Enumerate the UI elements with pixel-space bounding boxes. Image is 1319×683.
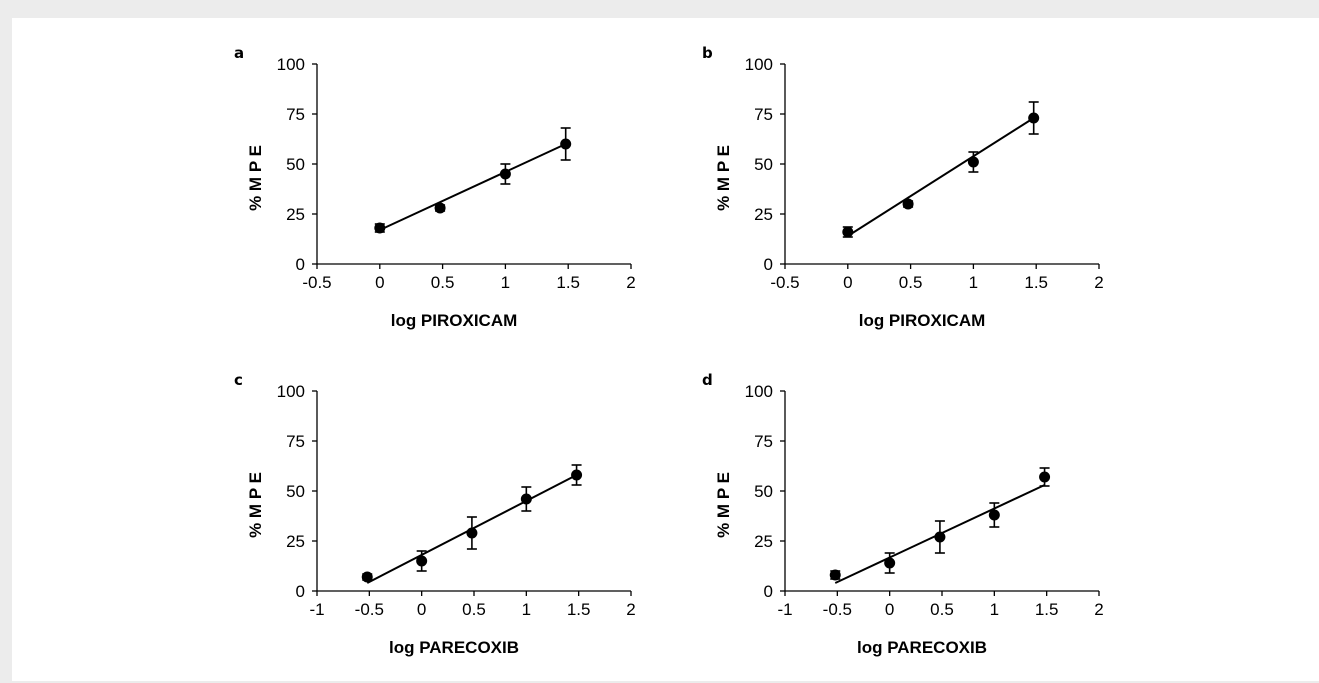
x-tick-label: 1 — [990, 600, 999, 619]
panel-d: d 0 25 50 75 100 -1 -0.5 0 0.5 1 1.5 2 log PARECOXIB%… — [698, 363, 1128, 683]
x-tick-label: 2 — [626, 273, 635, 292]
data-point — [434, 202, 446, 214]
y-tick-label: 100 — [745, 55, 773, 74]
y-tick-label: 100 — [277, 55, 305, 74]
data-point — [571, 469, 583, 481]
data-point — [934, 531, 946, 543]
x-tick-label: 0 — [843, 273, 852, 292]
data-point — [466, 527, 478, 539]
x-tick-label: 2 — [1094, 273, 1103, 292]
data-point — [1028, 112, 1040, 124]
x-tick-label: -0.5 — [770, 273, 799, 292]
x-tick-label: 2 — [626, 600, 635, 619]
x-axis-title: log PIROXICAM — [391, 311, 518, 330]
y-tick-label: 50 — [286, 155, 305, 174]
y-tick-label: 0 — [764, 255, 773, 274]
y-tick-label: 25 — [754, 205, 773, 224]
x-axis-title: log PARECOXIB — [389, 638, 519, 657]
panel-letter: c — [234, 371, 243, 389]
y-tick-label: 100 — [745, 382, 773, 401]
data-point — [967, 156, 979, 168]
y-tick-label: 25 — [754, 532, 773, 551]
panel-letter: b — [702, 44, 713, 62]
x-tick-label: 1.5 — [567, 600, 591, 619]
data-point — [560, 138, 572, 150]
panel-b: b 0 25 50 75 100 -0.5 0 0.5 1 1.5 2 log PIROXICAM% M… — [698, 36, 1128, 356]
x-tick-label: 2 — [1094, 600, 1103, 619]
x-tick-label: 0.5 — [431, 273, 455, 292]
y-tick-label: 50 — [754, 482, 773, 501]
y-tick-label: 50 — [286, 482, 305, 501]
chart-c: c 0 25 50 75 100 -1 -0.5 0 0.5 1 1.5 2 log PARECOXIB%… — [234, 371, 636, 657]
y-tick-label: 0 — [296, 255, 305, 274]
y-tick-label: 75 — [754, 432, 773, 451]
x-tick-label: 0 — [885, 600, 894, 619]
data-point — [374, 222, 386, 234]
panel-c: c 0 25 50 75 100 -1 -0.5 0 0.5 1 1.5 2 log PARECOXIB%… — [230, 363, 660, 683]
x-tick-label: -1 — [777, 600, 792, 619]
y-tick-label: 25 — [286, 205, 305, 224]
data-point — [416, 555, 428, 567]
panel-letter: a — [234, 44, 244, 62]
y-tick-label: 25 — [286, 532, 305, 551]
x-tick-label: -1 — [309, 600, 324, 619]
x-axis-title: log PARECOXIB — [857, 638, 987, 657]
data-point — [884, 557, 896, 569]
figure-frame: a 0 25 50 75 100 -0.5 0 0.5 1 1.5 2 log PIROXICAM% M… — [12, 18, 1319, 681]
y-tick-label: 100 — [277, 382, 305, 401]
y-tick-label: 75 — [286, 105, 305, 124]
y-axis-title: % M P E — [714, 145, 733, 211]
y-tick-label: 50 — [754, 155, 773, 174]
panel-a: a 0 25 50 75 100 -0.5 0 0.5 1 1.5 2 log PIROXICAM% M… — [230, 36, 660, 356]
data-point — [1039, 471, 1051, 483]
data-point — [499, 168, 511, 180]
x-tick-label: 1.5 — [1035, 600, 1059, 619]
x-tick-label: 1.5 — [1024, 273, 1048, 292]
data-point — [829, 569, 841, 581]
x-axis-title: log PIROXICAM — [859, 311, 986, 330]
x-tick-label: -0.5 — [355, 600, 384, 619]
x-tick-label: 1 — [501, 273, 510, 292]
y-tick-label: 75 — [754, 105, 773, 124]
regression-line — [847, 117, 1035, 237]
x-tick-label: 0 — [417, 600, 426, 619]
y-axis-title: % M P E — [714, 472, 733, 538]
data-point — [988, 509, 1000, 521]
x-tick-label: -0.5 — [823, 600, 852, 619]
data-point — [902, 198, 914, 210]
chart-d: d 0 25 50 75 100 -1 -0.5 0 0.5 1 1.5 2 log PARECOXIB%… — [702, 371, 1104, 657]
data-point — [361, 571, 373, 583]
data-point — [842, 226, 854, 238]
x-tick-label: 0.5 — [462, 600, 486, 619]
y-tick-label: 0 — [296, 582, 305, 601]
y-tick-label: 0 — [764, 582, 773, 601]
x-tick-label: 0 — [375, 273, 384, 292]
y-tick-label: 75 — [286, 432, 305, 451]
panel-letter: d — [702, 371, 713, 389]
data-point — [520, 493, 532, 505]
x-tick-label: 1 — [522, 600, 531, 619]
y-axis-title: % M P E — [246, 145, 265, 211]
x-tick-label: 1 — [969, 273, 978, 292]
x-tick-label: 0.5 — [930, 600, 954, 619]
regression-line — [379, 143, 567, 231]
y-axis-title: % M P E — [246, 472, 265, 538]
x-tick-label: -0.5 — [302, 273, 331, 292]
x-tick-label: 0.5 — [899, 273, 923, 292]
x-tick-label: 1.5 — [556, 273, 580, 292]
